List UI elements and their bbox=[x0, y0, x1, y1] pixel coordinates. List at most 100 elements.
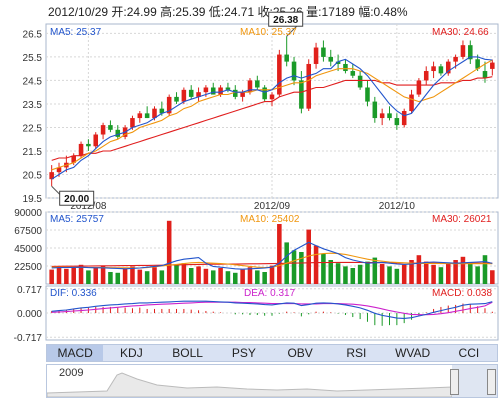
volume-bar bbox=[357, 264, 363, 284]
tab-obv[interactable]: OBV bbox=[287, 346, 313, 360]
candle-body bbox=[438, 66, 444, 74]
price-tick-label: 21.5 bbox=[23, 147, 43, 158]
candle-body bbox=[218, 87, 223, 95]
candle-body bbox=[321, 47, 326, 57]
candle-body bbox=[269, 94, 275, 100]
tab-rsi[interactable]: RSI bbox=[346, 346, 367, 360]
volume-bar bbox=[247, 267, 253, 284]
volume-bar bbox=[115, 272, 121, 284]
price-ma30-line bbox=[51, 76, 493, 161]
price-tick-label: 24.5 bbox=[23, 76, 43, 87]
candle-body bbox=[93, 134, 99, 147]
candle-body bbox=[468, 45, 473, 60]
candle-body bbox=[409, 94, 414, 111]
candle-body bbox=[313, 47, 319, 64]
volume-bar bbox=[269, 265, 275, 284]
volume-bar bbox=[174, 264, 179, 284]
candle-body bbox=[284, 54, 289, 62]
candle-body bbox=[277, 54, 282, 95]
candle-body bbox=[365, 87, 370, 102]
volume-bar bbox=[196, 266, 201, 284]
volume-ma5-line bbox=[51, 241, 493, 270]
macd-dif-label: DIF: 0.336 bbox=[50, 288, 97, 299]
candle-body bbox=[130, 118, 135, 128]
price-tick-label: 25.5 bbox=[23, 53, 43, 64]
tab-boll[interactable]: BOLL bbox=[172, 346, 203, 360]
tab-wvad[interactable]: WVAD bbox=[395, 346, 431, 360]
candle-body bbox=[210, 87, 216, 95]
volume-bar bbox=[416, 255, 422, 284]
candle-body bbox=[416, 80, 422, 95]
candle-body bbox=[460, 45, 466, 57]
volume-bar bbox=[423, 261, 429, 284]
candle-body bbox=[335, 61, 341, 64]
price-ma30-label: MA30: 24.66 bbox=[432, 27, 489, 38]
candle-body bbox=[86, 143, 91, 147]
volume-bar bbox=[218, 268, 223, 284]
candle-body bbox=[203, 87, 209, 93]
volume-bar bbox=[475, 266, 480, 284]
volume-bar bbox=[490, 270, 495, 284]
price-ma5-label: MA5: 25.37 bbox=[50, 27, 102, 38]
indicator-labels: MA5: 25.37 MA10: 25.37 MA30: 24.66 MA5: … bbox=[50, 27, 492, 299]
volume-tick-label: 45000 bbox=[14, 244, 42, 255]
candle-body bbox=[255, 80, 260, 88]
volume-bar bbox=[445, 263, 451, 284]
volume-bar bbox=[225, 271, 231, 284]
candle-body bbox=[174, 96, 179, 102]
volume-bar bbox=[401, 264, 407, 284]
volume-bar bbox=[409, 260, 414, 284]
navigator-right-handle[interactable] bbox=[487, 369, 496, 395]
candle-body bbox=[188, 89, 194, 97]
volume-bar bbox=[379, 264, 385, 284]
volume-bar bbox=[86, 270, 91, 284]
candle-body bbox=[137, 113, 143, 119]
volume-tick-label: 90000 bbox=[14, 208, 42, 219]
volume-ma10-label: MA10: 25402 bbox=[240, 214, 300, 225]
indicator-tabs: MACD KDJ BOLL PSY OBV RSI WVAD CCI bbox=[46, 344, 498, 362]
candle-body bbox=[247, 80, 253, 93]
volume-bar bbox=[262, 272, 267, 284]
volume-ma30-label: MA30: 26021 bbox=[432, 214, 492, 225]
price-tick-label: 22.5 bbox=[23, 123, 43, 134]
candle-body bbox=[482, 71, 488, 79]
navigator-left-handle[interactable] bbox=[450, 369, 459, 395]
volume-bar bbox=[291, 250, 297, 284]
max-callout-box bbox=[268, 11, 304, 27]
volume-bar bbox=[152, 267, 157, 284]
price-tick-label: 20.5 bbox=[23, 170, 43, 181]
volume-bar bbox=[460, 256, 466, 284]
tab-macd[interactable]: MACD bbox=[47, 345, 104, 361]
volume-bar bbox=[233, 272, 238, 284]
macd-dea-label: DEA: 0.317 bbox=[244, 288, 296, 299]
volume-tick-label: 22500 bbox=[14, 262, 42, 273]
candle-body bbox=[372, 101, 378, 119]
candle-body bbox=[240, 92, 245, 97]
candle-body bbox=[445, 61, 451, 74]
tab-cci[interactable]: CCI bbox=[458, 346, 480, 360]
candle-body bbox=[262, 87, 267, 100]
candle-body bbox=[71, 155, 76, 163]
volume-bar bbox=[181, 263, 187, 284]
volume-bar bbox=[387, 266, 392, 284]
macd-tick-label: 0.000 bbox=[17, 309, 42, 320]
volume-bar bbox=[166, 220, 172, 284]
timeline-navigator[interactable]: 2009 bbox=[46, 364, 498, 398]
volume-panel: 90000 67500 45000 22500 bbox=[14, 208, 499, 285]
volume-bar bbox=[335, 263, 341, 284]
price-ma5-line bbox=[51, 56, 493, 180]
candle-body bbox=[306, 63, 311, 109]
candle-body bbox=[56, 167, 62, 173]
tab-psy[interactable]: PSY bbox=[231, 346, 256, 360]
candle-body bbox=[350, 71, 356, 76]
volume-bar bbox=[130, 266, 135, 284]
candle-body bbox=[379, 113, 385, 119]
navigator-overview bbox=[47, 365, 497, 397]
price-ma10-label: MA10: 25.37 bbox=[240, 27, 297, 38]
candle-body bbox=[78, 143, 84, 156]
tab-kdj[interactable]: KDJ bbox=[120, 346, 143, 360]
volume-bar bbox=[159, 270, 165, 284]
volume-ma5-label: MA5: 25757 bbox=[50, 214, 104, 225]
price-tick-label: 23.5 bbox=[23, 100, 43, 111]
